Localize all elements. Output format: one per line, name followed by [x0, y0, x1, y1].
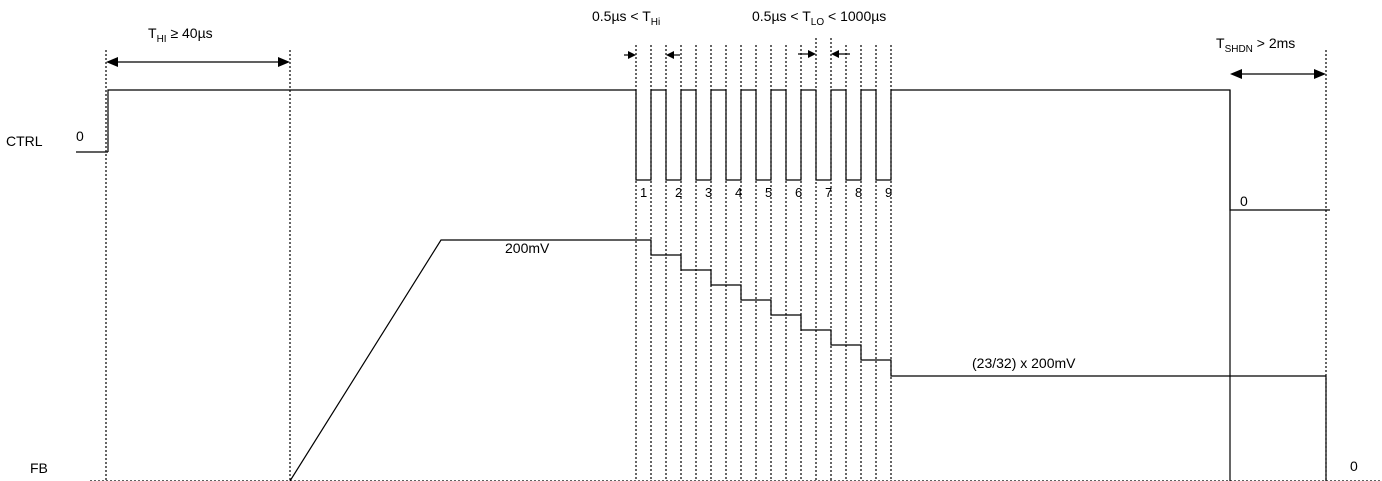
thi-pulse-dimension-arrows — [624, 51, 680, 59]
fb-waveform — [289, 239, 1326, 481]
tlo-label: 0.5µs < TLO < 1000µs — [752, 8, 886, 28]
pulse-number: 4 — [735, 185, 742, 200]
pulse-number: 5 — [765, 185, 772, 200]
pulse-number: 1 — [640, 185, 647, 200]
pulse-number: 3 — [705, 185, 712, 200]
thi-pulse-label: 0.5µs < THi — [592, 8, 660, 28]
thi-dimension-arrow — [106, 57, 290, 67]
pulse-number: 2 — [675, 185, 682, 200]
tshdn-dimension-arrow — [1230, 69, 1326, 79]
ctrl-low-level-label: 0 — [76, 128, 84, 144]
thi-label: THI ≥ 40µs — [148, 25, 213, 45]
pulse-number: 6 — [795, 185, 802, 200]
pulse-number: 9 — [885, 185, 892, 200]
tlo-dimension-arrows — [798, 50, 850, 58]
fb-end-level-label: 0 — [1350, 458, 1358, 474]
ctrl-low-after-shutdown-label: 0 — [1240, 193, 1248, 209]
fb-start-level-label: 200mV — [505, 240, 550, 256]
fb-final-level-label: (23/32) x 200mV — [972, 355, 1076, 371]
pulse-number: 8 — [855, 185, 862, 200]
pulse-number-labels: 1 2 3 4 5 6 7 8 9 — [640, 185, 892, 200]
ctrl-waveform — [107, 89, 1330, 211]
pulse-edge-markers — [635, 38, 892, 481]
ctrl-signal-label: CTRL — [6, 133, 43, 149]
tshdn-label: TSHDN > 2ms — [1216, 35, 1295, 55]
fb-signal-label: FB — [30, 460, 48, 476]
pulse-number: 7 — [825, 185, 832, 200]
